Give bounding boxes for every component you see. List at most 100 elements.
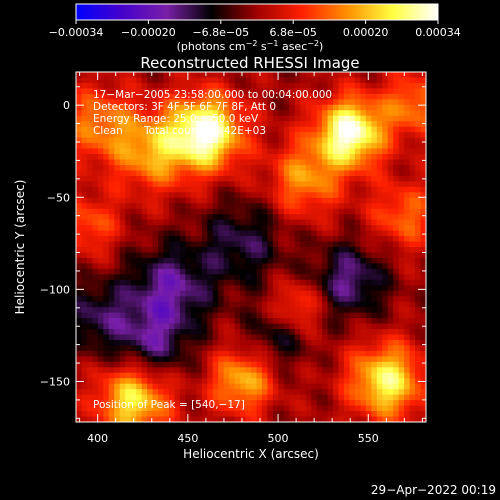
heatmap-cell bbox=[322, 214, 328, 221]
heatmap-cell bbox=[240, 400, 246, 406]
heatmap-cell bbox=[125, 104, 132, 111]
heatmap-cell bbox=[349, 290, 356, 297]
heatmap-cell bbox=[196, 225, 203, 231]
heatmap-cell bbox=[404, 164, 410, 171]
heatmap-cell bbox=[409, 203, 416, 210]
heatmap-cell bbox=[147, 164, 153, 171]
heatmap-cell bbox=[311, 318, 318, 324]
heatmap-cell bbox=[125, 411, 132, 417]
heatmap-cell bbox=[174, 208, 181, 215]
heatmap-cell bbox=[179, 405, 186, 412]
heatmap-cell bbox=[404, 236, 410, 242]
heatmap-cell bbox=[294, 296, 301, 303]
heatmap-cell bbox=[92, 197, 99, 204]
heatmap-cell bbox=[409, 263, 416, 270]
heatmap-cell bbox=[294, 77, 301, 84]
heatmap-cell bbox=[387, 154, 394, 160]
heatmap-cell bbox=[196, 367, 203, 374]
plot-title: Reconstructed RHESSI Image bbox=[140, 54, 359, 72]
heatmap-cell bbox=[103, 416, 110, 422]
heatmap-cell bbox=[343, 93, 350, 100]
heatmap-cell bbox=[404, 230, 410, 237]
heatmap-cell bbox=[349, 296, 356, 303]
heatmap-cell bbox=[223, 115, 230, 122]
heatmap-cell bbox=[376, 400, 383, 406]
heatmap-cell bbox=[333, 104, 339, 111]
heatmap-cell bbox=[376, 82, 383, 89]
heatmap-cell bbox=[382, 405, 389, 412]
heatmap-cell bbox=[136, 170, 143, 177]
heatmap-cell bbox=[103, 121, 110, 128]
heatmap-cell bbox=[376, 356, 383, 363]
heatmap-cell bbox=[404, 383, 410, 390]
heatmap-cell bbox=[272, 263, 279, 270]
heatmap-cell bbox=[218, 247, 225, 253]
heatmap-cell bbox=[114, 77, 121, 84]
heatmap-cell bbox=[256, 252, 263, 259]
heatmap-cell bbox=[311, 230, 318, 237]
heatmap-cell bbox=[114, 214, 121, 221]
heatmap-cell bbox=[174, 356, 181, 363]
heatmap-cell bbox=[333, 236, 339, 242]
heatmap-cell bbox=[415, 126, 421, 133]
heatmap-cell bbox=[223, 241, 230, 248]
heatmap-cell bbox=[294, 154, 301, 160]
heatmap-cell bbox=[251, 159, 257, 166]
heatmap-cell bbox=[294, 170, 301, 177]
heatmap-cell bbox=[382, 104, 389, 111]
heatmap-cell bbox=[240, 257, 246, 264]
heatmap-cell bbox=[130, 296, 137, 303]
heatmap-cell bbox=[207, 378, 214, 385]
heatmap-cell bbox=[267, 208, 274, 215]
heatmap-cell bbox=[333, 356, 339, 363]
heatmap-cell bbox=[229, 247, 235, 253]
heatmap-cell bbox=[86, 230, 93, 237]
heatmap-cell bbox=[86, 323, 93, 330]
heatmap-cell bbox=[272, 164, 279, 171]
heatmap-cell bbox=[327, 148, 334, 155]
heatmap-cell bbox=[229, 148, 235, 155]
heatmap-cell bbox=[168, 329, 175, 335]
heatmap-cell bbox=[398, 378, 405, 385]
heatmap-cell bbox=[398, 192, 405, 199]
heatmap-cell bbox=[103, 389, 110, 396]
heatmap-cell bbox=[256, 77, 263, 84]
heatmap-cell bbox=[305, 400, 312, 406]
heatmap-cell bbox=[229, 77, 235, 84]
heatmap-cell bbox=[201, 312, 208, 319]
heatmap-cell bbox=[196, 307, 203, 314]
heatmap-cell bbox=[152, 307, 159, 314]
heatmap-cell bbox=[316, 411, 323, 417]
heatmap-cell bbox=[218, 197, 225, 204]
heatmap-cell bbox=[404, 372, 410, 379]
heatmap-cell bbox=[365, 307, 372, 314]
heatmap-cell bbox=[376, 77, 383, 84]
heatmap-cell bbox=[245, 93, 252, 100]
heatmap-cell bbox=[147, 148, 153, 155]
heatmap-cell bbox=[196, 257, 203, 264]
heatmap-cell bbox=[212, 301, 219, 308]
heatmap-cell bbox=[354, 361, 361, 368]
heatmap-cell bbox=[316, 197, 323, 204]
heatmap-cell bbox=[267, 279, 274, 286]
heatmap-cell bbox=[272, 110, 279, 117]
heatmap-cell bbox=[185, 301, 192, 308]
heatmap-cell bbox=[393, 192, 400, 199]
heatmap-cell bbox=[223, 214, 230, 221]
heatmap-cell bbox=[333, 219, 339, 226]
heatmap-cell bbox=[114, 345, 121, 352]
heatmap-cell bbox=[294, 405, 301, 412]
heatmap-cell bbox=[322, 400, 328, 406]
heatmap-cell bbox=[261, 367, 268, 374]
heatmap-cell bbox=[196, 230, 203, 237]
heatmap-cell bbox=[322, 143, 328, 149]
heatmap-cell bbox=[261, 186, 268, 193]
heatmap-cell bbox=[163, 192, 170, 199]
heatmap-cell bbox=[305, 241, 312, 248]
heatmap-cell bbox=[163, 307, 170, 314]
heatmap-cell bbox=[294, 356, 301, 363]
heatmap-cell bbox=[338, 197, 345, 204]
heatmap-cell bbox=[196, 356, 203, 363]
heatmap-cell bbox=[212, 290, 219, 297]
heatmap-cell bbox=[409, 241, 416, 248]
